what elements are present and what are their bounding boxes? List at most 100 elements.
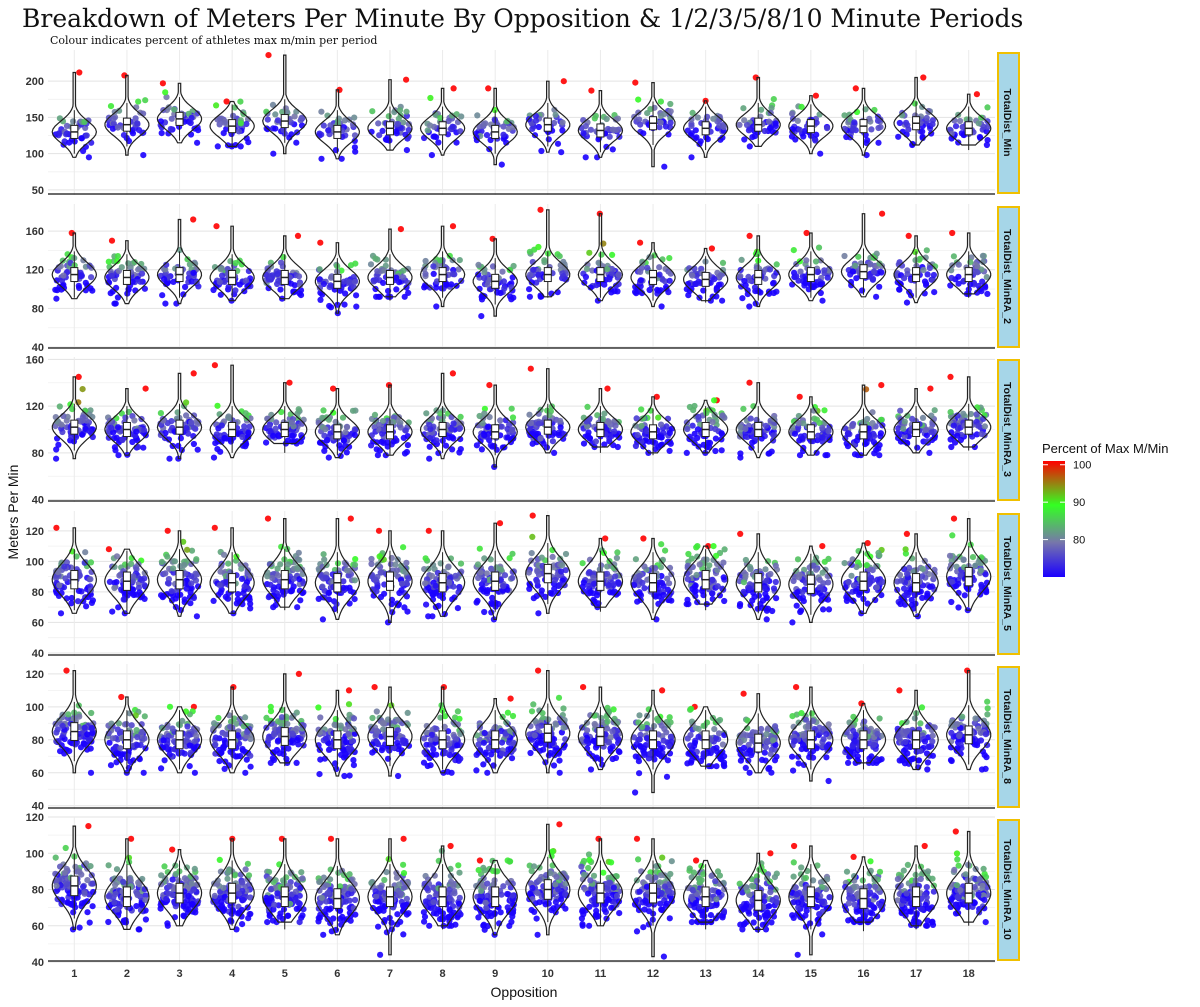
data-point — [741, 117, 748, 124]
data-point — [372, 255, 379, 262]
data-point — [812, 92, 820, 99]
data-point — [656, 124, 663, 131]
data-point — [478, 296, 486, 303]
data-point — [65, 711, 72, 718]
data-point — [666, 277, 673, 284]
data-point — [269, 101, 277, 108]
data-point — [898, 577, 905, 584]
data-point — [719, 297, 726, 304]
data-point — [688, 122, 695, 129]
data-point — [919, 103, 926, 110]
data-point — [376, 421, 383, 429]
data-point — [190, 440, 197, 448]
data-point — [632, 79, 639, 86]
data-point — [59, 282, 66, 289]
data-point — [497, 417, 504, 424]
violin-outline — [945, 93, 992, 146]
category-group-17 — [893, 74, 939, 149]
data-point — [63, 667, 70, 674]
data-point — [85, 154, 92, 161]
data-point — [433, 134, 440, 141]
data-point — [798, 607, 805, 614]
data-point — [193, 556, 200, 563]
data-point — [504, 434, 512, 441]
data-point — [162, 89, 169, 96]
data-point — [135, 98, 142, 105]
data-point — [188, 573, 195, 580]
data-point — [448, 112, 456, 119]
data-point — [747, 415, 754, 422]
data-point — [538, 554, 545, 561]
data-point — [79, 417, 86, 424]
data-point — [75, 282, 82, 289]
data-point — [923, 247, 930, 254]
y-tick-label: 60 — [32, 617, 44, 629]
data-point — [333, 601, 340, 608]
data-point — [457, 128, 464, 135]
data-point — [426, 421, 433, 428]
data-point — [375, 527, 383, 534]
data-point — [843, 133, 850, 141]
violin-outline — [472, 87, 518, 166]
data-point — [704, 113, 711, 120]
data-point — [604, 125, 612, 133]
data-point — [161, 276, 168, 283]
data-point — [449, 271, 456, 278]
data-point — [825, 579, 832, 586]
data-point — [264, 116, 271, 123]
data-point — [325, 127, 332, 134]
y-tick-label: 100 — [26, 702, 44, 714]
data-point — [213, 431, 220, 438]
data-point — [59, 722, 66, 730]
data-point — [316, 276, 323, 283]
y-tick-label: 40 — [32, 648, 44, 660]
data-point — [336, 86, 343, 93]
violin-outline — [525, 80, 571, 153]
data-point — [949, 229, 956, 237]
y-tick-label: 160 — [26, 226, 44, 238]
violin-outline — [419, 87, 466, 156]
data-point — [230, 112, 237, 119]
data-point — [955, 273, 962, 280]
data-point — [689, 422, 696, 429]
data-point — [347, 587, 354, 595]
data-point — [709, 576, 716, 584]
data-point — [130, 573, 137, 580]
category-group-15 — [788, 543, 834, 626]
data-point — [919, 565, 926, 573]
data-point — [815, 244, 823, 251]
data-point — [193, 613, 200, 620]
data-point — [349, 407, 357, 414]
data-point — [398, 580, 406, 587]
data-point — [264, 515, 272, 522]
data-point — [876, 260, 883, 267]
data-point — [77, 272, 84, 280]
y-tick-label: 120 — [26, 265, 44, 277]
data-point — [552, 111, 559, 118]
data-point — [214, 402, 221, 409]
data-point — [320, 407, 327, 414]
data-point — [792, 136, 799, 143]
data-point — [379, 127, 386, 134]
data-point — [373, 446, 380, 453]
data-point — [62, 575, 69, 582]
data-point — [316, 284, 323, 292]
data-point — [551, 430, 558, 437]
data-point — [87, 576, 94, 583]
data-point — [931, 407, 938, 414]
data-point — [602, 535, 609, 542]
data-point — [404, 433, 411, 440]
data-point — [711, 276, 718, 283]
data-point — [87, 559, 95, 566]
data-point — [848, 572, 855, 579]
violin-outline — [840, 87, 887, 156]
data-point — [529, 440, 536, 447]
data-point — [353, 292, 360, 299]
category-group-13 — [682, 97, 729, 161]
data-point — [875, 139, 882, 146]
data-point — [119, 436, 126, 444]
data-point — [585, 429, 592, 436]
data-point — [666, 429, 673, 437]
y-tick-label: 40 — [32, 495, 44, 507]
